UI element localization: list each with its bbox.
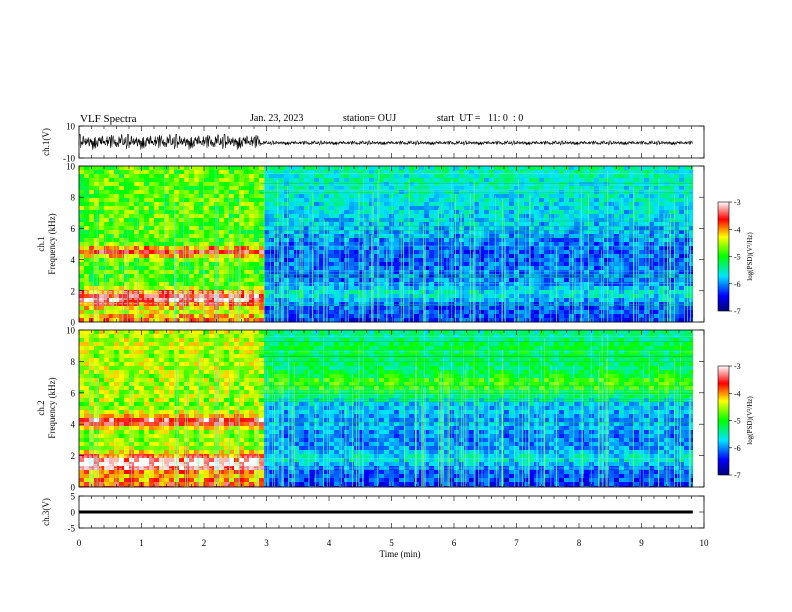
y-tick-label: 10: [66, 122, 76, 132]
colorbar-label: log(PSD)(V²/Hz): [746, 396, 754, 445]
ch2-intense-band: [79, 455, 261, 470]
y-axis-label: Frequency (kHz): [47, 213, 57, 274]
observation-date: Jan. 23, 2023: [250, 113, 304, 124]
y-tick-label: 4: [71, 420, 76, 430]
y-axis-label: ch.1(V): [41, 128, 51, 156]
colorbar-tick-label: -4: [734, 389, 741, 398]
ch2-sferic-streaks: [78, 330, 692, 487]
x-tick-label: 3: [264, 538, 269, 548]
station-label: station= OUJ: [343, 113, 397, 124]
x-tick-label: 4: [327, 538, 332, 548]
colorbar-1: [717, 201, 730, 312]
y-tick-label: 6: [71, 224, 76, 234]
ch2-narrowband-lines: [260, 336, 693, 469]
x-tick-label: 6: [452, 538, 457, 548]
colorbar-2: [717, 365, 730, 476]
y-tick-label: 8: [71, 357, 76, 367]
y-tick-label: -10: [63, 154, 75, 164]
colorbar-tick-label: -4: [734, 225, 741, 234]
y-tick-label: 6: [71, 388, 76, 398]
y-tick-label: 0: [71, 483, 76, 493]
colorbar-tick-label: -3: [734, 198, 741, 207]
y-tick-label: 4: [71, 255, 76, 265]
ch1-narrowband-lines: [260, 173, 693, 306]
y-axis-label: ch.1: [36, 236, 46, 251]
x-tick-label: 2: [202, 538, 207, 548]
y-tick-label: 10: [66, 326, 76, 336]
x-tick-label: 8: [577, 538, 582, 548]
colorbar-tick-label: -7: [734, 471, 741, 480]
chart-title: VLF Spectra: [80, 113, 137, 125]
x-tick-label: 0: [77, 538, 82, 548]
colorbar-tick-label: -6: [734, 280, 741, 289]
y-axis-label: ch.3(V): [41, 498, 51, 526]
y-tick-label: 2: [71, 286, 76, 296]
y-tick-label: 2: [71, 451, 76, 461]
colorbar-tick-label: -7: [734, 307, 741, 316]
y-tick-label: 10: [66, 162, 76, 172]
ch1-waveform-line: [78, 133, 694, 150]
y-axis-label: Frequency (kHz): [47, 377, 57, 438]
y-tick-label: 0: [71, 318, 76, 328]
x-axis-label: Time (min): [380, 549, 421, 559]
x-tick-label: 9: [639, 538, 644, 548]
x-tick-label: 5: [389, 538, 394, 548]
x-tick-label: 10: [700, 538, 710, 548]
y-tick-label: 5: [71, 492, 76, 502]
ch1-intense-band: [79, 291, 261, 305]
y-tick-label: 8: [71, 193, 76, 203]
y-tick-label: -5: [68, 524, 76, 534]
x-tick-label: 7: [514, 538, 519, 548]
colorbar-label: log(PSD)(V²/Hz): [746, 232, 754, 281]
colorbar-tick-label: -5: [734, 253, 741, 262]
colorbar-tick-label: -5: [734, 417, 741, 426]
colorbar-tick-label: -6: [734, 444, 741, 453]
y-tick-label: 0: [71, 508, 76, 518]
y-axis-label: ch.2: [36, 400, 46, 415]
ch1-sferic-streaks: [78, 167, 691, 322]
start-time-label: start UT = 11: 0 : 0: [437, 113, 524, 124]
x-tick-label: 1: [139, 538, 144, 548]
ch2-spectrogram-cells: [79, 330, 693, 488]
colorbar-tick-label: -3: [734, 362, 741, 371]
